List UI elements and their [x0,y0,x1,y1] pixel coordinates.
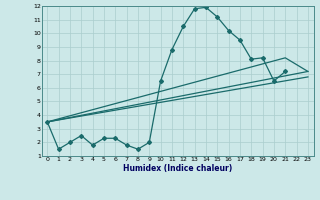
X-axis label: Humidex (Indice chaleur): Humidex (Indice chaleur) [123,164,232,173]
